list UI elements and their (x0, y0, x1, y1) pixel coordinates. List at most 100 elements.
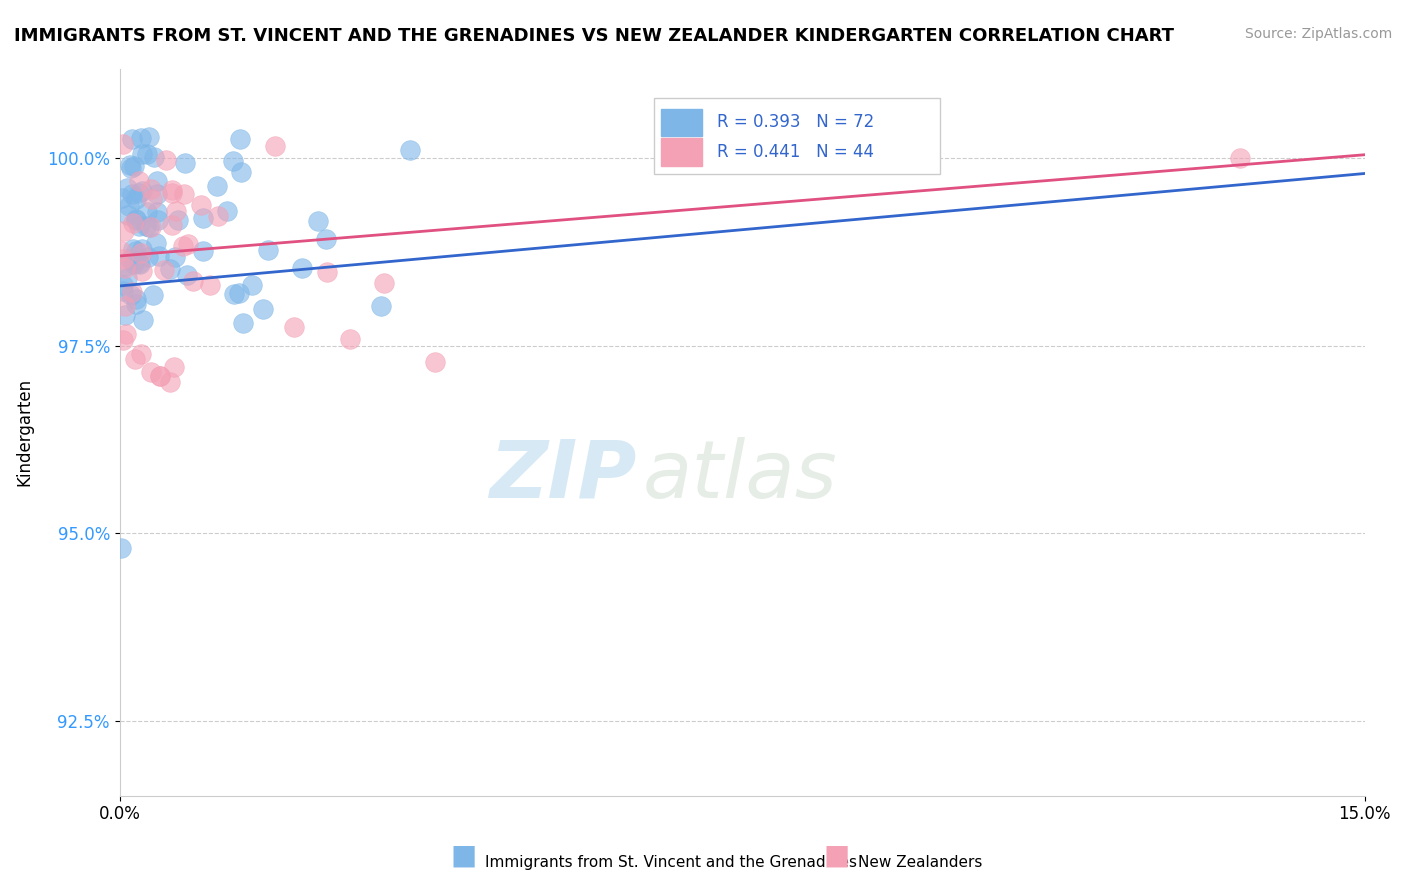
Point (193, 244, 215, 259)
Point (240, 278, 263, 293)
Point (121, 242, 143, 256)
FancyBboxPatch shape (661, 109, 703, 136)
Point (423, 354, 446, 368)
Point (124, 252, 146, 267)
Point (110, 244, 132, 258)
Point (118, 252, 141, 266)
Point (112, 285, 135, 299)
Point (1229, 152, 1251, 166)
Point (121, 186, 143, 201)
Point (120, 161, 142, 175)
Point (136, 205, 159, 219)
Point (163, 360, 186, 375)
Point (159, 261, 181, 276)
Point (257, 243, 280, 257)
Point (117, 208, 139, 222)
Point (252, 301, 274, 316)
Point (142, 287, 165, 301)
Point (155, 153, 177, 167)
Point (115, 271, 138, 285)
Point (122, 216, 145, 230)
Point (160, 218, 183, 232)
Point (207, 209, 229, 223)
Point (229, 132, 252, 146)
Point (172, 239, 194, 253)
Point (148, 249, 170, 263)
Text: ■: ■ (451, 842, 477, 870)
Point (124, 212, 146, 227)
Point (145, 236, 167, 251)
Point (124, 159, 146, 173)
FancyBboxPatch shape (661, 138, 703, 166)
Point (132, 313, 155, 327)
Point (339, 332, 361, 346)
Y-axis label: Kindergarten: Kindergarten (15, 378, 32, 486)
Point (307, 213, 329, 227)
Point (146, 212, 169, 227)
FancyBboxPatch shape (654, 97, 941, 174)
Point (129, 347, 152, 361)
Point (121, 132, 143, 146)
Point (114, 260, 136, 274)
Point (129, 131, 152, 145)
Point (131, 242, 153, 256)
Point (173, 156, 195, 170)
Point (141, 192, 163, 206)
Point (181, 274, 204, 288)
Point (136, 146, 159, 161)
Point (114, 308, 136, 322)
Point (125, 296, 148, 310)
Text: New Zealanders: New Zealanders (858, 855, 981, 870)
Point (111, 252, 134, 266)
Point (128, 256, 150, 270)
Point (112, 224, 135, 238)
Point (122, 257, 145, 271)
Point (373, 277, 395, 291)
Point (112, 277, 135, 292)
Text: atlas: atlas (643, 437, 838, 515)
Point (165, 204, 187, 219)
Point (131, 264, 153, 278)
Point (177, 236, 200, 251)
Point (139, 182, 162, 196)
Point (131, 147, 153, 161)
Point (141, 365, 163, 379)
Point (128, 186, 150, 200)
Point (120, 288, 142, 302)
Point (198, 277, 221, 292)
Point (193, 211, 215, 225)
Point (290, 260, 312, 275)
Point (129, 246, 152, 260)
Point (111, 192, 134, 206)
Point (138, 220, 160, 235)
Point (146, 186, 169, 201)
Point (138, 129, 160, 144)
Point (111, 333, 134, 347)
Point (118, 199, 141, 213)
Point (111, 137, 134, 152)
Text: R = 0.441   N = 44: R = 0.441 N = 44 (717, 143, 875, 161)
Point (128, 257, 150, 271)
Point (115, 326, 138, 341)
Point (125, 244, 148, 258)
Point (229, 165, 252, 179)
Point (316, 265, 339, 279)
Point (131, 184, 153, 198)
Point (125, 212, 148, 227)
Point (153, 263, 176, 277)
Point (149, 369, 172, 384)
Point (149, 368, 172, 383)
Point (145, 205, 167, 219)
Point (114, 299, 136, 313)
Point (167, 213, 190, 227)
Point (232, 316, 254, 330)
Point (115, 181, 138, 195)
Point (125, 193, 148, 207)
Point (143, 151, 166, 165)
Text: R = 0.393   N = 72: R = 0.393 N = 72 (717, 113, 875, 131)
Text: IMMIGRANTS FROM ST. VINCENT AND THE GRENADINES VS NEW ZEALANDER KINDERGARTEN COR: IMMIGRANTS FROM ST. VINCENT AND THE GREN… (14, 27, 1174, 45)
Point (370, 299, 392, 313)
Point (125, 292, 148, 306)
Point (159, 375, 181, 389)
Text: ZIP: ZIP (489, 437, 637, 515)
